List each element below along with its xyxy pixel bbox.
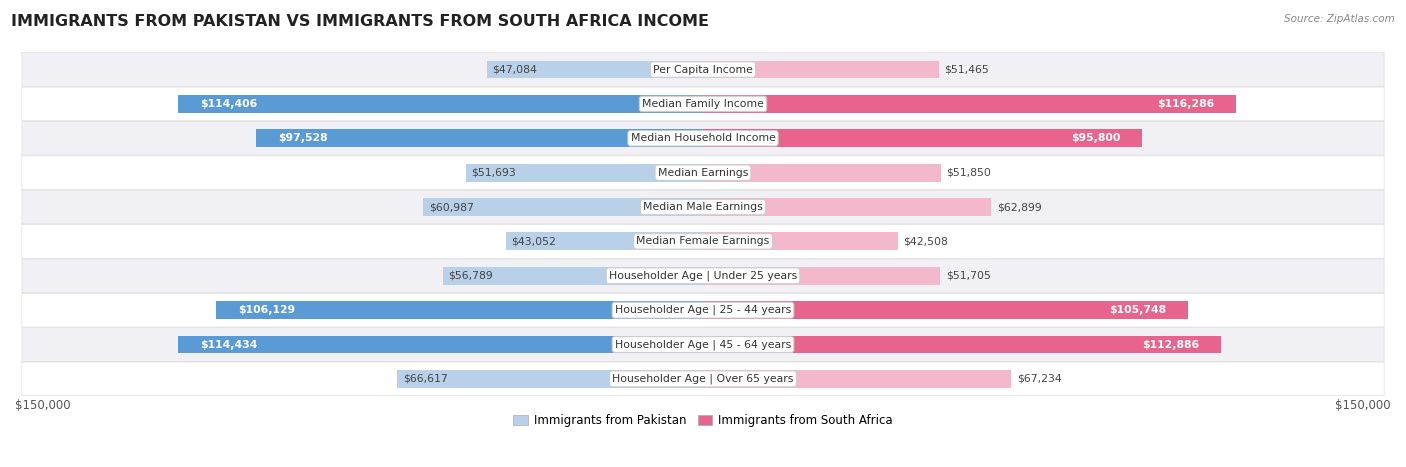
- Text: $51,465: $51,465: [945, 64, 990, 75]
- Bar: [703, 267, 941, 285]
- Text: $150,000: $150,000: [15, 399, 70, 412]
- Bar: [703, 95, 1236, 113]
- FancyBboxPatch shape: [22, 87, 1384, 121]
- Bar: [423, 198, 703, 216]
- Bar: [703, 336, 1220, 354]
- Bar: [703, 61, 939, 78]
- Text: Median Female Earnings: Median Female Earnings: [637, 236, 769, 247]
- Bar: [703, 301, 1188, 319]
- FancyBboxPatch shape: [22, 225, 1384, 258]
- Text: $95,800: $95,800: [1071, 133, 1121, 143]
- Bar: [217, 301, 703, 319]
- Bar: [703, 164, 941, 182]
- Text: $114,406: $114,406: [200, 99, 257, 109]
- FancyBboxPatch shape: [22, 362, 1384, 396]
- FancyBboxPatch shape: [22, 259, 1384, 293]
- Bar: [179, 95, 703, 113]
- Text: $56,789: $56,789: [449, 271, 492, 281]
- Text: $43,052: $43,052: [510, 236, 555, 247]
- Bar: [506, 233, 703, 250]
- Legend: Immigrants from Pakistan, Immigrants from South Africa: Immigrants from Pakistan, Immigrants fro…: [509, 409, 897, 432]
- Text: $51,693: $51,693: [471, 168, 516, 177]
- Bar: [179, 336, 703, 354]
- Text: $114,434: $114,434: [200, 340, 257, 349]
- Text: $66,617: $66,617: [404, 374, 447, 384]
- Text: $116,286: $116,286: [1157, 99, 1215, 109]
- Bar: [256, 129, 703, 147]
- Bar: [398, 370, 703, 388]
- FancyBboxPatch shape: [22, 190, 1384, 224]
- Text: IMMIGRANTS FROM PAKISTAN VS IMMIGRANTS FROM SOUTH AFRICA INCOME: IMMIGRANTS FROM PAKISTAN VS IMMIGRANTS F…: [11, 14, 709, 29]
- Text: Householder Age | 25 - 44 years: Householder Age | 25 - 44 years: [614, 305, 792, 315]
- Text: Per Capita Income: Per Capita Income: [652, 64, 754, 75]
- Text: $62,899: $62,899: [997, 202, 1042, 212]
- Text: Householder Age | 45 - 64 years: Householder Age | 45 - 64 years: [614, 339, 792, 350]
- Bar: [443, 267, 703, 285]
- Text: Median Earnings: Median Earnings: [658, 168, 748, 177]
- Bar: [703, 233, 898, 250]
- Text: $112,886: $112,886: [1142, 340, 1199, 349]
- Text: $105,748: $105,748: [1109, 305, 1166, 315]
- Bar: [486, 61, 703, 78]
- Bar: [703, 129, 1143, 147]
- Bar: [703, 370, 1011, 388]
- FancyBboxPatch shape: [22, 293, 1384, 327]
- Text: Median Household Income: Median Household Income: [630, 133, 776, 143]
- Text: $51,850: $51,850: [946, 168, 991, 177]
- Text: $97,528: $97,528: [278, 133, 328, 143]
- Text: $150,000: $150,000: [1336, 399, 1391, 412]
- Bar: [703, 198, 991, 216]
- FancyBboxPatch shape: [22, 121, 1384, 155]
- Text: $106,129: $106,129: [238, 305, 295, 315]
- Text: $47,084: $47,084: [492, 64, 537, 75]
- Text: Median Family Income: Median Family Income: [643, 99, 763, 109]
- Text: $42,508: $42,508: [904, 236, 949, 247]
- Text: Householder Age | Over 65 years: Householder Age | Over 65 years: [612, 374, 794, 384]
- Text: Householder Age | Under 25 years: Householder Age | Under 25 years: [609, 270, 797, 281]
- Text: Source: ZipAtlas.com: Source: ZipAtlas.com: [1284, 14, 1395, 24]
- Bar: [465, 164, 703, 182]
- FancyBboxPatch shape: [22, 53, 1384, 86]
- FancyBboxPatch shape: [22, 328, 1384, 361]
- Text: $60,987: $60,987: [429, 202, 474, 212]
- Text: Median Male Earnings: Median Male Earnings: [643, 202, 763, 212]
- FancyBboxPatch shape: [22, 156, 1384, 190]
- Text: $51,705: $51,705: [946, 271, 991, 281]
- Text: $67,234: $67,234: [1017, 374, 1062, 384]
